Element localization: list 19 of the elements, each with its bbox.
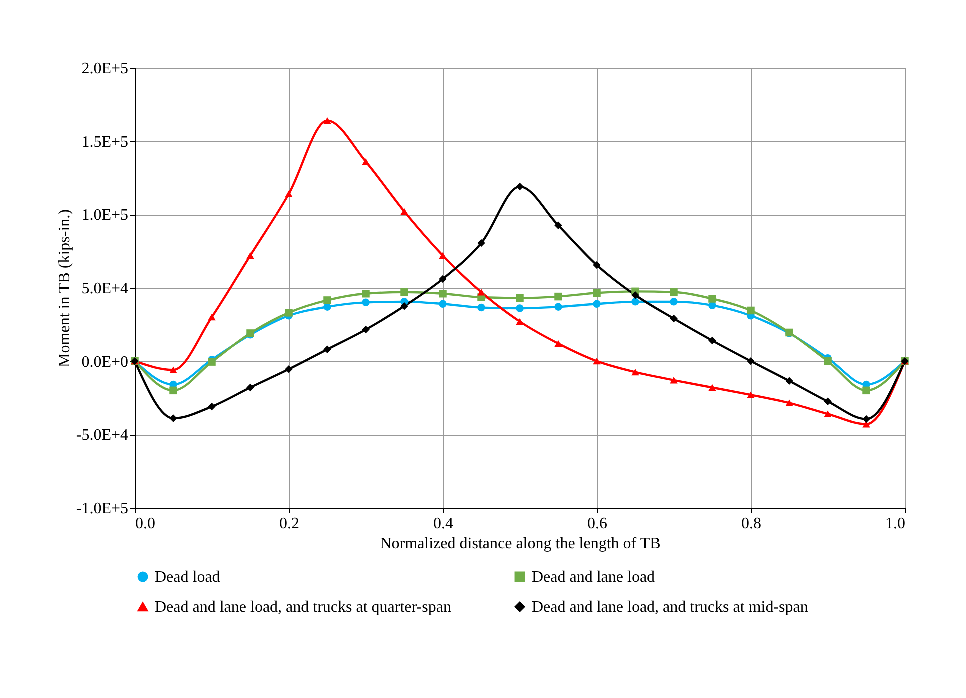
y-tick-label: 1.5E+5 (82, 134, 128, 151)
x-tick-label: 0.6 (588, 516, 608, 532)
legend-label: Dead and lane load (532, 569, 656, 586)
y-tick-label: 5.0E+4 (82, 280, 128, 298)
legend-label: Dead and lane load, and trucks at quarter-span (155, 599, 452, 616)
x-axis-title: Normalized distance along the length of TB (380, 536, 661, 552)
legend-label: Dead load (155, 569, 220, 586)
y-tick-label: 2.0E+5 (82, 60, 128, 78)
y-tick-label: -1.0E+5 (76, 500, 128, 518)
y-axis-title: Moment in TB (kips-in.) (56, 210, 74, 368)
y-tick-label: 1.0E+5 (82, 207, 128, 224)
x-tick-label: 0.4 (434, 516, 454, 532)
x-tick-label: 0.2 (280, 516, 300, 532)
y-tick-label: 0.0E+0 (82, 354, 128, 371)
legend-label: Dead and lane load, and trucks at mid-span (532, 599, 808, 616)
x-tick-label: 0.8 (742, 516, 762, 532)
x-tick-label: 1.0 (886, 516, 906, 532)
x-tick-label: 0.0 (136, 516, 156, 532)
y-tick-label: -5.0E+4 (76, 427, 128, 444)
